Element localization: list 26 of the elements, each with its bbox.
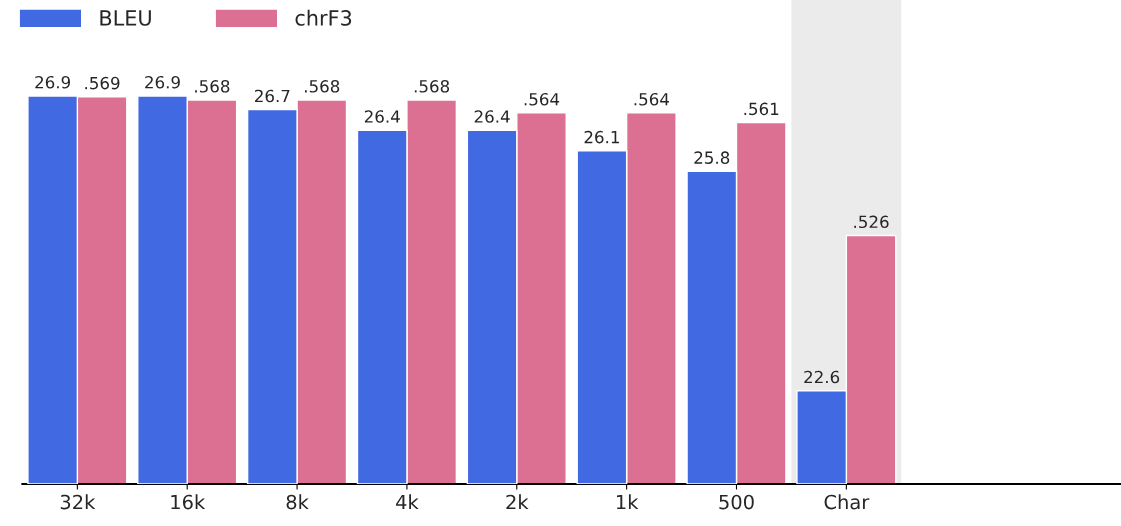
- x-tick-label: 2k: [506, 494, 529, 510]
- x-tick-label: Char: [824, 494, 870, 510]
- data-label: .568: [305, 80, 340, 93]
- legend-label: chrF3: [295, 9, 352, 26]
- data-label: 26.9: [145, 75, 180, 89]
- data-label: .564: [634, 92, 669, 106]
- x-tick-label: 32k: [60, 494, 96, 510]
- data-label: 26.4: [474, 110, 510, 123]
- x-tick-label: 1k: [616, 494, 639, 510]
- data-label: 26.9: [35, 75, 71, 89]
- data-label: 25.8: [694, 151, 730, 164]
- data-label: .569: [85, 76, 120, 90]
- x-tick-label: 8k: [286, 494, 309, 510]
- x-tick-label: 4k: [396, 494, 419, 510]
- data-label: 26.7: [255, 89, 290, 103]
- data-label: .561: [744, 102, 779, 116]
- x-tick-label: 16k: [171, 494, 206, 510]
- x-tick-label: 500: [719, 494, 754, 510]
- data-label: .568: [414, 80, 450, 93]
- data-label: 26.4: [364, 110, 400, 123]
- data-label: 22.6: [804, 370, 840, 384]
- data-label: .568: [195, 80, 230, 93]
- data-label: 26.1: [584, 130, 619, 144]
- data-label: .526: [854, 215, 889, 229]
- data-label: .564: [524, 92, 560, 106]
- legend-label: BLEU: [100, 10, 151, 26]
